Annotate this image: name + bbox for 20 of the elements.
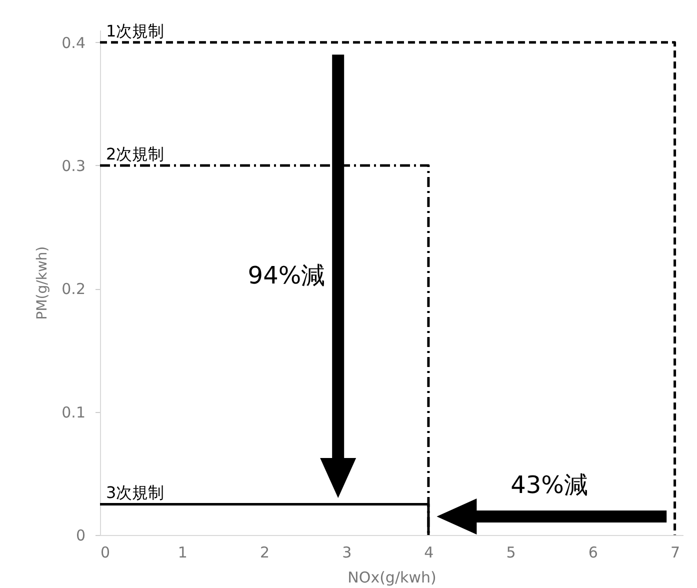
x-tick-label: 1 bbox=[178, 544, 188, 562]
y-tick-label: 0.4 bbox=[62, 34, 86, 52]
y-tick-label: 0 bbox=[76, 526, 86, 544]
series-label: 3次規制 bbox=[106, 483, 164, 502]
series-label: 2次規制 bbox=[106, 144, 164, 164]
x-tick-label: 7 bbox=[670, 544, 680, 562]
x-tick-label: 0 bbox=[100, 544, 110, 562]
x-tick-label: 4 bbox=[424, 544, 434, 562]
x-tick-label: 5 bbox=[506, 544, 516, 562]
x-tick-label: 3 bbox=[342, 544, 352, 562]
y-tick-label: 0.1 bbox=[62, 403, 86, 422]
x-tick-label: 2 bbox=[260, 544, 270, 562]
annotation: 43%減 bbox=[510, 471, 588, 500]
y-axis-title: PM(g/kwh) bbox=[34, 246, 51, 320]
annotation: 94%減 bbox=[248, 262, 326, 290]
x-tick-label: 6 bbox=[588, 544, 598, 562]
x-axis-title: NOx(g/kwh) bbox=[348, 568, 436, 586]
series-label: 1次規制 bbox=[106, 21, 164, 40]
y-tick-label: 0.2 bbox=[62, 280, 86, 298]
y-tick-label: 0.3 bbox=[62, 156, 86, 175]
